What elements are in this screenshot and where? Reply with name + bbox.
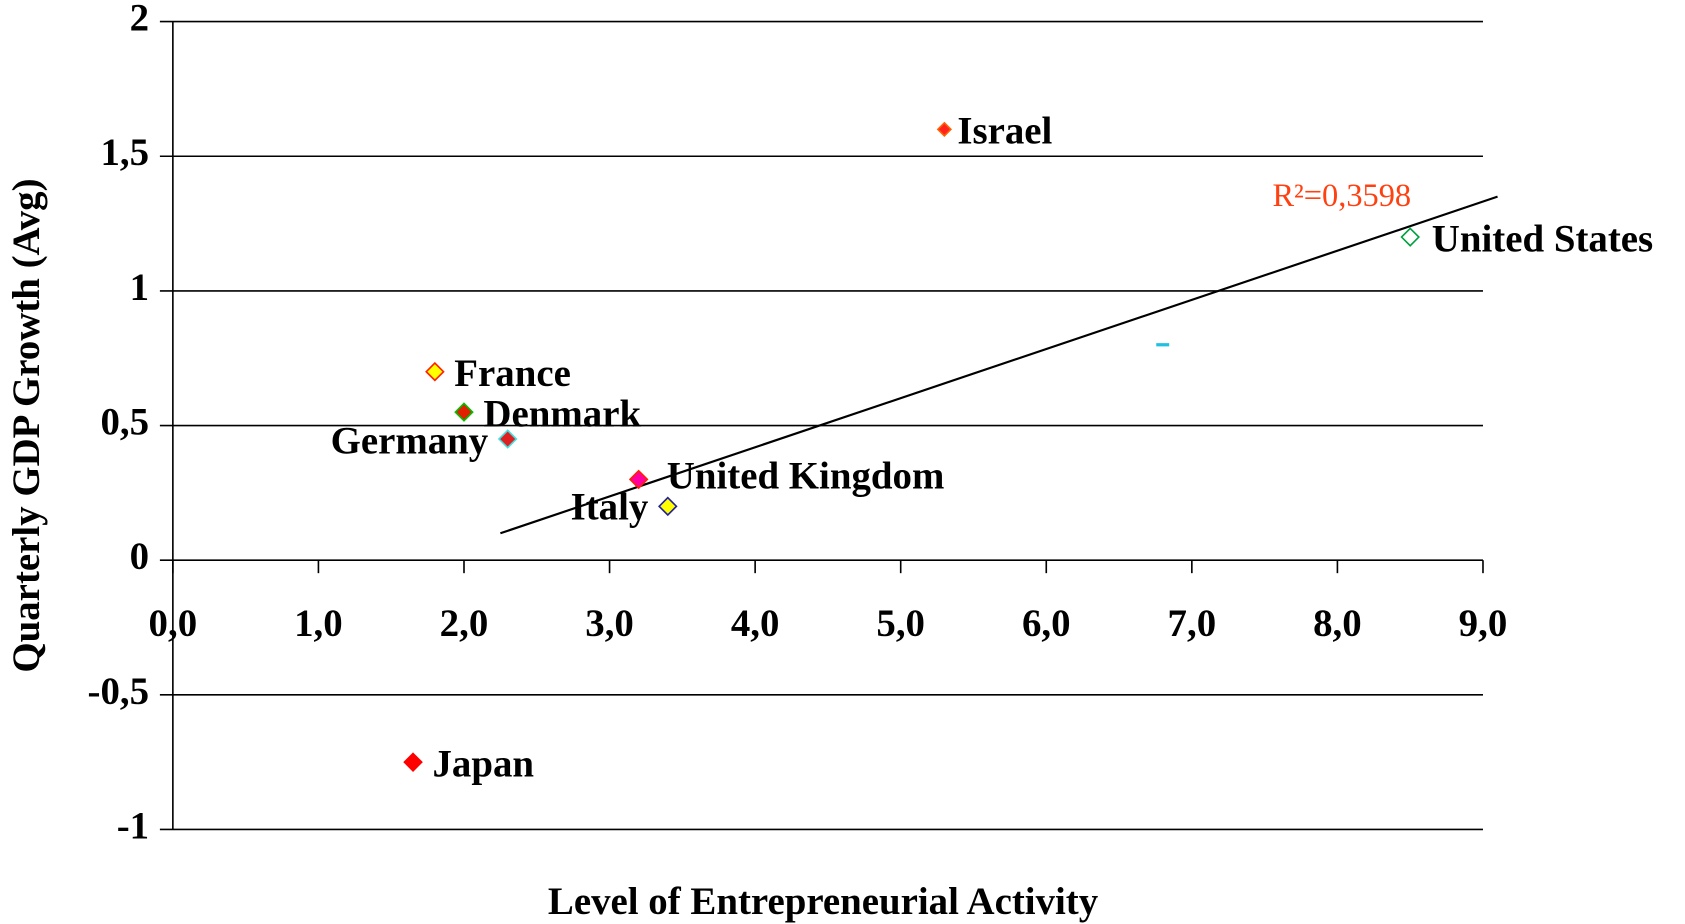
point-label: Denmark	[483, 392, 641, 435]
x-tick-label: 5,0	[876, 602, 925, 645]
point-label: Germany	[331, 419, 489, 462]
trendline	[500, 195, 1498, 535]
y-tick-label: 0,5	[101, 400, 150, 443]
y-tick-label: 1,5	[101, 131, 150, 174]
x-tick-label: 4,0	[731, 602, 780, 645]
y-tick-label: -0,5	[88, 670, 150, 713]
x-tick-label: 0,0	[149, 602, 198, 645]
point-label: United Kingdom	[667, 454, 945, 497]
y-axis-title: Quarterly GDP Growth (Avg)	[5, 178, 48, 672]
trendline-label: R²=0,3598	[1272, 178, 1411, 214]
x-tick-label: 9,0	[1459, 602, 1508, 645]
y-tick-label: 0	[130, 535, 149, 578]
point	[628, 469, 649, 490]
point	[403, 752, 423, 772]
x-axis-title: Level of Entrepreneurial Activity	[548, 880, 1099, 923]
point-label: Israel	[957, 110, 1052, 153]
x-tick-label: 7,0	[1168, 602, 1217, 645]
x-tick-label: 1,0	[294, 602, 343, 645]
x-tick-label: 8,0	[1313, 602, 1362, 645]
x-tick-label: 3,0	[585, 602, 634, 645]
x-tick-label: 2,0	[440, 602, 489, 645]
point	[1400, 227, 1420, 247]
point-label: Italy	[571, 486, 649, 529]
point	[936, 121, 953, 137]
point	[454, 402, 474, 422]
point	[497, 429, 518, 449]
y-tick-label: 2	[130, 0, 149, 40]
point	[425, 361, 445, 382]
x-tick-label: 6,0	[1022, 602, 1071, 645]
y-tick-label: -1	[117, 804, 149, 847]
y-tick-label: 1	[130, 266, 149, 309]
point	[658, 496, 678, 517]
point-label: United States	[1432, 217, 1653, 260]
point-label: Japan	[432, 742, 534, 785]
point-label: France	[454, 352, 571, 395]
